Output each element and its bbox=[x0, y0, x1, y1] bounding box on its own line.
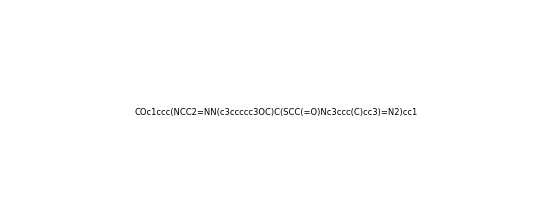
Text: COc1ccc(NCC2=NN(c3ccccc3OC)C(SCC(=O)Nc3ccc(C)cc3)=N2)cc1: COc1ccc(NCC2=NN(c3ccccc3OC)C(SCC(=O)Nc3c… bbox=[134, 108, 418, 116]
